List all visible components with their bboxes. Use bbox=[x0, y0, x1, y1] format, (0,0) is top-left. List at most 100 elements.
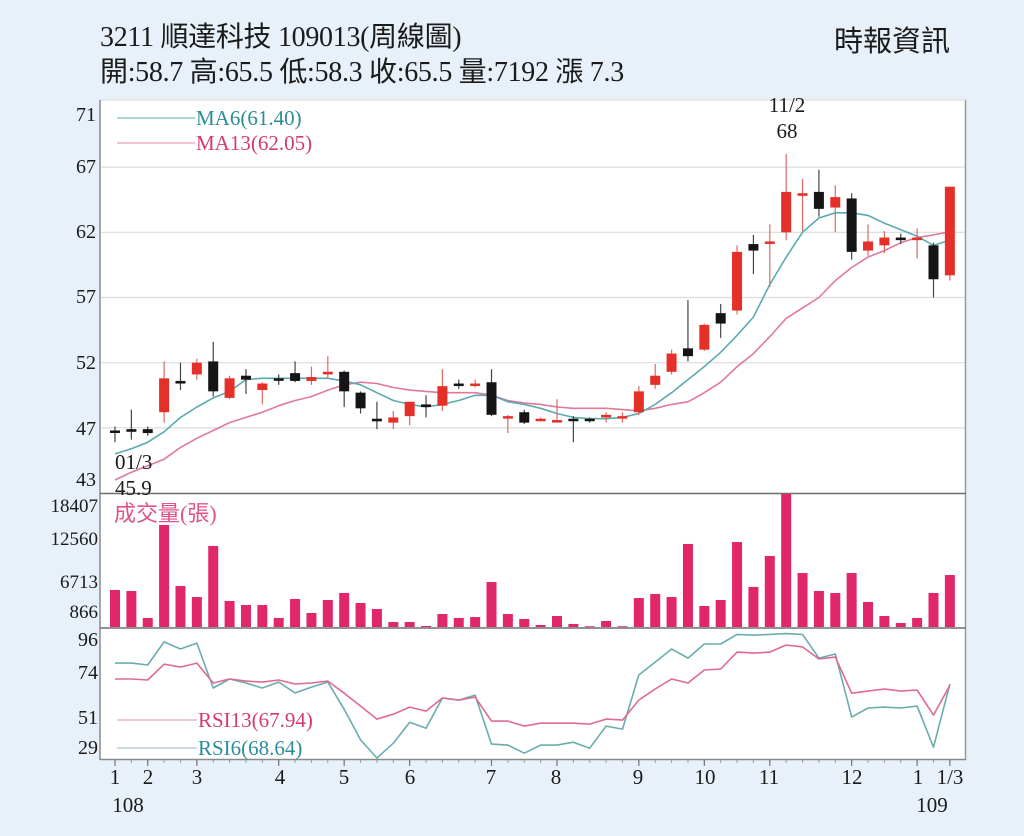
rsi-y-tick: 51 bbox=[78, 707, 98, 729]
low-value-annotation: 45.9 bbox=[115, 476, 152, 500]
ma6-line bbox=[114, 212, 951, 455]
candle bbox=[240, 369, 251, 394]
candle bbox=[355, 391, 366, 414]
volume-bars bbox=[110, 494, 955, 628]
volume-bar bbox=[257, 605, 268, 627]
ma13-polyline bbox=[114, 230, 951, 481]
volume-bar bbox=[273, 617, 284, 627]
x-month-label: 6 bbox=[404, 765, 416, 789]
candle bbox=[175, 362, 186, 391]
volume-bar bbox=[764, 555, 775, 627]
legend-swatches bbox=[117, 117, 197, 749]
volume-bar bbox=[322, 599, 333, 627]
volume-bar bbox=[191, 597, 202, 627]
price-y-tick: 43 bbox=[76, 469, 96, 491]
low-date-annotation: 01/3 bbox=[115, 450, 153, 474]
volume-bar bbox=[617, 626, 628, 628]
candle bbox=[306, 366, 317, 385]
volume-bar bbox=[601, 621, 612, 627]
candle bbox=[617, 412, 628, 423]
volume-bar bbox=[224, 600, 235, 627]
candle bbox=[666, 349, 677, 375]
ma13-line bbox=[114, 230, 951, 481]
x-month-label: 3 bbox=[191, 765, 203, 789]
ohlc-summary: 開:58.7 高:65.5 低:58.3 收:65.5 量:7192 漲 7.3 bbox=[100, 57, 624, 88]
rsi-y-tick: 96 bbox=[78, 629, 98, 651]
x-year-label: 109 bbox=[916, 793, 948, 817]
candle bbox=[142, 426, 153, 436]
candle bbox=[715, 304, 726, 338]
rsi-y-tick: 74 bbox=[78, 662, 98, 684]
candle bbox=[110, 426, 120, 443]
candlestick-series bbox=[110, 154, 955, 443]
x-month-label: 8 bbox=[550, 765, 562, 789]
volume-bar bbox=[584, 626, 595, 628]
rsi13-polyline bbox=[115, 644, 951, 727]
x-month-label: 1 bbox=[109, 765, 121, 789]
volume-bar bbox=[732, 542, 743, 627]
price-y-tick: 67 bbox=[76, 156, 96, 178]
volume-bar bbox=[813, 591, 824, 627]
volume-bar bbox=[126, 591, 137, 627]
candle bbox=[699, 323, 710, 351]
volume-bar bbox=[715, 599, 726, 627]
volume-bar bbox=[404, 622, 415, 627]
x-month-label: 2 bbox=[142, 765, 154, 789]
candle bbox=[863, 224, 874, 256]
volume-bar bbox=[846, 573, 857, 627]
volume-bar bbox=[355, 603, 366, 627]
candle bbox=[764, 224, 775, 288]
candle bbox=[748, 234, 759, 275]
volume-bar bbox=[830, 592, 841, 627]
volume-bar bbox=[519, 618, 530, 627]
ma6-polyline bbox=[114, 212, 951, 455]
x-month-label: 5 bbox=[338, 765, 350, 789]
chart-title: 3211 順達科技 109013(周線圖) bbox=[100, 22, 462, 53]
candle bbox=[633, 386, 644, 415]
volume-bar bbox=[781, 494, 792, 627]
volume-y-tick: 12560 bbox=[50, 529, 99, 550]
candle bbox=[732, 245, 743, 315]
price-y-tick: 57 bbox=[76, 286, 96, 308]
candle bbox=[944, 186, 955, 281]
candle bbox=[257, 382, 268, 405]
volume-bar bbox=[159, 524, 170, 627]
volume-bar bbox=[470, 617, 481, 627]
x-month-label: 4 bbox=[274, 765, 286, 789]
candle bbox=[453, 379, 464, 389]
x-month-label: 7 bbox=[485, 765, 497, 789]
rsi-y-tick: 29 bbox=[78, 737, 98, 759]
candle bbox=[846, 193, 857, 260]
candle bbox=[421, 395, 432, 418]
volume-bar bbox=[682, 543, 693, 627]
ma6-legend: MA6(61.40) bbox=[196, 106, 302, 130]
candle bbox=[601, 412, 612, 423]
candle bbox=[650, 363, 661, 389]
rsi6-polyline bbox=[115, 632, 951, 759]
price-y-tick: 71 bbox=[76, 104, 96, 126]
candle bbox=[208, 341, 219, 397]
volume-bar bbox=[568, 623, 579, 627]
candle bbox=[535, 417, 546, 422]
candle bbox=[339, 370, 350, 408]
price-y-tick: 47 bbox=[76, 418, 96, 440]
candle bbox=[584, 417, 595, 423]
volume-bar bbox=[437, 613, 448, 627]
x-month-label: 1 bbox=[912, 765, 924, 789]
volume-bar bbox=[699, 605, 710, 627]
candle bbox=[404, 401, 415, 426]
x-month-label: 1/3 bbox=[936, 765, 964, 789]
rsi6-legend: RSI6(68.64) bbox=[198, 736, 303, 760]
volume-bar bbox=[142, 617, 153, 627]
candle bbox=[551, 399, 562, 423]
candle bbox=[191, 358, 202, 380]
volume-bar bbox=[551, 616, 562, 627]
volume-y-tick: 866 bbox=[69, 602, 99, 623]
candle bbox=[568, 416, 579, 443]
price-y-tick: 62 bbox=[76, 221, 96, 243]
volume-bar bbox=[306, 612, 317, 627]
candle bbox=[388, 410, 399, 430]
volume-bar bbox=[421, 625, 432, 627]
plot-area bbox=[100, 100, 966, 759]
candle bbox=[813, 169, 824, 217]
